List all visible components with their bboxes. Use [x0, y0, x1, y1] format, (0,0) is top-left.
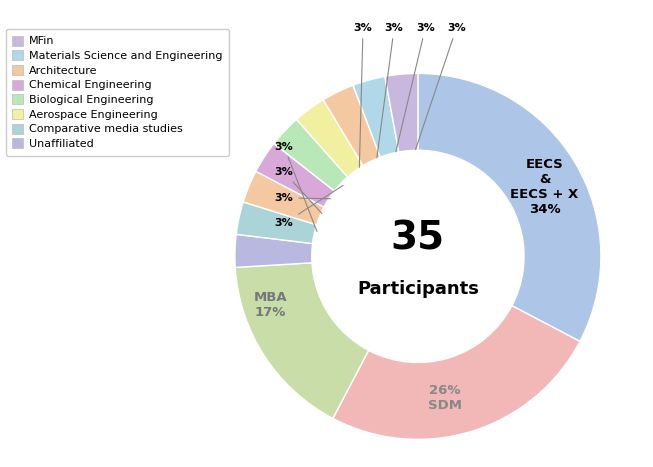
Wedge shape — [235, 234, 313, 268]
Text: 3%: 3% — [377, 23, 404, 158]
Text: 3%: 3% — [275, 167, 322, 213]
Wedge shape — [243, 171, 324, 225]
Text: MBA
17%: MBA 17% — [254, 290, 287, 318]
Wedge shape — [256, 143, 334, 207]
Wedge shape — [236, 202, 317, 244]
Wedge shape — [385, 73, 418, 152]
Wedge shape — [296, 100, 363, 177]
Wedge shape — [274, 120, 347, 191]
Text: 3%: 3% — [275, 185, 343, 228]
Wedge shape — [235, 263, 368, 418]
Text: 3%: 3% — [354, 23, 372, 167]
Wedge shape — [333, 306, 580, 439]
Wedge shape — [353, 77, 399, 157]
Text: 3%: 3% — [396, 23, 435, 152]
Text: Participants: Participants — [357, 280, 479, 298]
Wedge shape — [418, 73, 601, 341]
Text: EECS
&
EECS + X
34%: EECS & EECS + X 34% — [511, 158, 579, 216]
Text: 26%
SDM: 26% SDM — [428, 384, 462, 412]
Text: 3%: 3% — [275, 142, 317, 232]
Text: 3%: 3% — [275, 193, 330, 203]
Text: 35: 35 — [391, 219, 445, 257]
Legend: MFin, Materials Science and Engineering, Architecture, Chemical Engineering, Bio: MFin, Materials Science and Engineering,… — [6, 29, 229, 156]
Wedge shape — [323, 85, 380, 165]
Text: 3%: 3% — [415, 23, 466, 149]
